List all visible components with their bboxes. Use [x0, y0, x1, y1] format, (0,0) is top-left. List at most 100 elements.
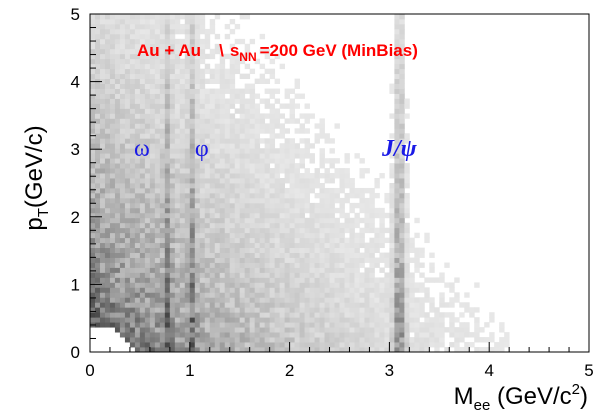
heatmap-cell: [354, 287, 360, 293]
heatmap-cell: [244, 158, 251, 164]
heatmap-cell: [174, 128, 181, 134]
heatmap-cell: [259, 247, 266, 253]
heatmap-cell: [144, 267, 151, 273]
heatmap-cell: [259, 292, 266, 298]
heatmap-cell: [334, 173, 340, 179]
heatmap-cell: [169, 48, 176, 55]
heatmap-cell: [454, 327, 460, 333]
heatmap-cell: [204, 88, 211, 94]
heatmap-cell: [204, 337, 211, 343]
heatmap-cell: [104, 103, 111, 109]
heatmap-cell: [299, 128, 305, 134]
heatmap-cell: [229, 237, 236, 244]
heatmap-cell: [424, 322, 430, 328]
heatmap-cell: [399, 68, 405, 75]
heatmap-cell: [194, 23, 201, 30]
heatmap-cell: [329, 222, 335, 229]
heatmap-cell: [374, 312, 380, 318]
heatmap-cell: [224, 83, 231, 89]
heatmap-cell: [324, 212, 330, 219]
heatmap-cell: [164, 158, 171, 164]
heatmap-cell: [319, 118, 325, 124]
heatmap-cell: [164, 183, 171, 189]
heatmap-cell: [269, 312, 276, 318]
heatmap-cell: [394, 158, 400, 164]
heatmap-cell: [359, 192, 365, 199]
heatmap-cell: [90, 252, 96, 258]
heatmap-cell: [134, 113, 141, 119]
heatmap-cell: [114, 14, 121, 20]
heatmap-cell: [169, 163, 176, 169]
heatmap-cell: [124, 192, 131, 199]
heatmap-cell: [219, 113, 226, 119]
heatmap-cell: [394, 297, 400, 303]
heatmap-cell: [194, 133, 201, 139]
heatmap-cell: [139, 227, 146, 234]
heatmap-cell: [124, 83, 131, 89]
heatmap-cell: [319, 287, 325, 293]
heatmap-cell: [124, 123, 131, 129]
heatmap-cell: [199, 337, 206, 343]
heatmap-cell: [279, 347, 286, 353]
heatmap-cell: [244, 287, 251, 293]
heatmap-cell: [394, 272, 400, 278]
heatmap-cell: [404, 232, 410, 239]
heatmap-cell: [229, 262, 236, 268]
heatmap-cell: [179, 327, 186, 333]
heatmap-cell: [209, 113, 216, 119]
heatmap-cell: [119, 242, 126, 249]
heatmap-cell: [384, 312, 390, 318]
heatmap-cell: [304, 173, 310, 179]
heatmap-cell: [264, 317, 271, 323]
heatmap-cell: [274, 98, 281, 104]
heatmap-cell: [134, 18, 141, 25]
heatmap-cell: [194, 237, 201, 244]
heatmap-cell: [204, 63, 211, 70]
heatmap-cell: [149, 252, 156, 258]
heatmap-cell: [174, 38, 181, 45]
heatmap-cell: [394, 202, 400, 209]
heatmap-cell: [394, 332, 400, 338]
heatmap-cell: [304, 187, 310, 194]
heatmap-cell: [164, 292, 171, 298]
heatmap-cell: [129, 168, 136, 174]
heatmap-cell: [184, 123, 191, 129]
heatmap-cell: [339, 282, 345, 288]
heatmap-cell: [269, 252, 276, 258]
heatmap-cell: [199, 78, 206, 84]
heatmap-cell: [359, 347, 365, 353]
heatmap-cell: [149, 58, 156, 65]
heatmap-cell: [169, 302, 176, 308]
heatmap-cell: [194, 88, 201, 94]
heatmap-cell: [309, 267, 315, 273]
heatmap-cell: [199, 93, 206, 99]
heatmap-cell: [149, 282, 156, 288]
heatmap-cell: [134, 322, 141, 328]
heatmap-cell: [139, 53, 146, 60]
heatmap-cell: [384, 262, 390, 268]
heatmap-cell: [474, 332, 480, 338]
heatmap-cell: [114, 262, 121, 268]
heatmap-cell: [164, 332, 171, 338]
heatmap-cell: [204, 292, 211, 298]
heatmap-cell: [94, 128, 101, 134]
heatmap-cell: [349, 247, 355, 253]
heatmap-cell: [169, 108, 176, 114]
heatmap-cell: [454, 342, 460, 348]
heatmap-cell: [299, 138, 305, 144]
heatmap-cell: [189, 128, 196, 134]
heatmap-cell: [179, 118, 186, 124]
heatmap-cell: [149, 83, 156, 89]
heatmap-cell: [249, 207, 256, 214]
heatmap-cell: [189, 48, 196, 55]
heatmap-cell: [184, 247, 191, 253]
heatmap-cell: [204, 143, 211, 149]
heatmap-cell: [224, 192, 231, 199]
heatmap-cell: [254, 118, 261, 124]
heatmap-cell: [109, 212, 116, 219]
heatmap-cell: [219, 342, 226, 348]
heatmap-cell: [379, 252, 385, 258]
heatmap-cell: [119, 153, 126, 159]
heatmap-cell: [374, 342, 380, 348]
heatmap-cell: [259, 138, 266, 144]
